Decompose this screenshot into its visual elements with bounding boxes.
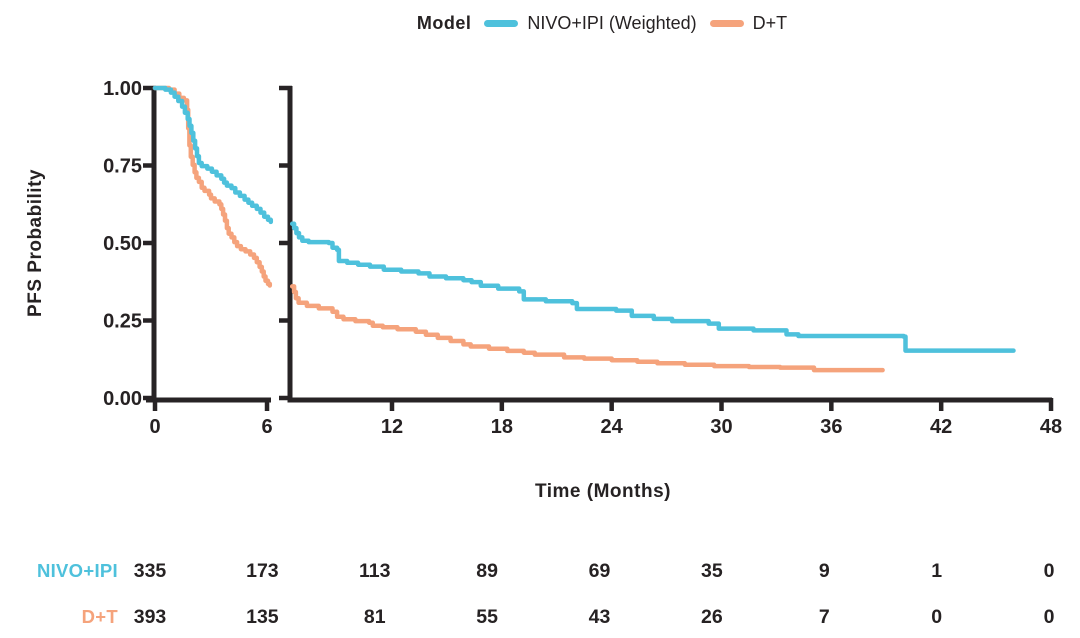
- y-tick-label: 0.00: [103, 388, 142, 410]
- risk-count: 89: [476, 560, 498, 582]
- y-axis-title: PFS Probability: [25, 169, 46, 317]
- risk-count: 335: [133, 560, 167, 582]
- x-tick-label: 30: [710, 416, 732, 438]
- legend-label-dt: D+T: [752, 12, 788, 33]
- x-tick-label: 12: [381, 416, 403, 438]
- x-tick-label: 42: [930, 416, 952, 438]
- y-tick-label: 1.00: [103, 78, 142, 100]
- risk-count: 55: [476, 606, 498, 628]
- tick-labels: 1.00 0.75 0.50 0.25 0.00 0 6 12 18 24 30 36 42 48: [103, 78, 1062, 438]
- legend-item-dt: D+T: [709, 12, 788, 34]
- risk-table-row: D+T 393 135 81 55 43 26 7 0 0: [0, 604, 1080, 630]
- legend-item-nivo-ipi: NIVO+IPI (Weighted): [484, 12, 697, 34]
- risk-count: 0: [931, 606, 943, 628]
- risk-count: 113: [359, 560, 391, 582]
- legend: Model NIVO+IPI (Weighted) D+T: [124, 11, 1080, 35]
- y-tick-label: 0.25: [103, 311, 142, 333]
- legend-swatch-dt: [709, 19, 744, 27]
- risk-count: 173: [246, 560, 279, 582]
- risk-count: 81: [363, 606, 386, 628]
- risk-count: 135: [246, 606, 279, 628]
- x-tick-label: 48: [1040, 416, 1062, 438]
- risk-count: 0: [1043, 606, 1055, 628]
- legend-title: Model: [416, 12, 472, 33]
- km-plot: 1.00 0.75 0.50 0.25 0.00 0 6 12 18 24 30 36 42 48 Tim…: [25, 78, 1062, 502]
- legend-swatch-nivo-ipi: [484, 19, 519, 27]
- km-curve-nivo-ipi: [152, 85, 274, 225]
- risk-count: 35: [701, 560, 723, 582]
- y-tick-label: 0.50: [103, 233, 142, 255]
- km-curve-dt: [289, 284, 885, 373]
- legend-label-nivo-ipi: NIVO+IPI (Weighted): [527, 12, 697, 33]
- risk-count: 1: [931, 560, 943, 582]
- x-tick-label: 24: [601, 416, 624, 438]
- risk-row-label: D+T: [81, 606, 118, 627]
- risk-count: 43: [588, 606, 611, 628]
- x-tick-label: 0: [149, 416, 160, 438]
- x-axis-title: Time (Months): [535, 481, 671, 502]
- risk-count: 393: [133, 606, 167, 628]
- survival-curves: [152, 85, 1016, 373]
- axes: [143, 85, 1054, 411]
- km-curve-dt: [152, 85, 273, 288]
- risk-count: 0: [1043, 560, 1055, 582]
- y-tick-label: 0.75: [103, 156, 142, 178]
- risk-table-row: NIVO+IPI 335 173 113 89 69 35 9 1 0: [0, 558, 1080, 584]
- risk-count: 7: [818, 606, 830, 628]
- x-tick-label: 36: [820, 416, 842, 438]
- km-curve-nivo-ipi: [289, 221, 1016, 353]
- risk-count: 9: [818, 560, 830, 582]
- risk-count: 69: [588, 560, 611, 582]
- risk-count: 26: [701, 606, 723, 628]
- x-tick-label: 6: [261, 416, 272, 438]
- risk-row-label: NIVO+IPI: [36, 560, 118, 581]
- x-tick-label: 18: [491, 416, 513, 438]
